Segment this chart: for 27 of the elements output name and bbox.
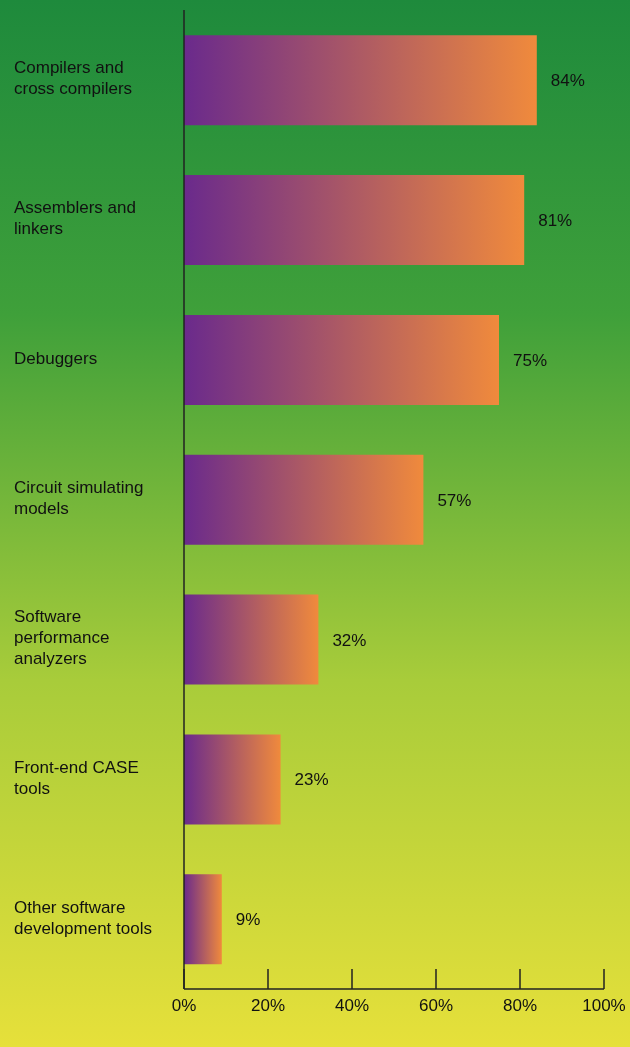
x-tick-label: 20% [250,996,286,1016]
data-label: 57% [437,490,472,510]
bar [184,314,499,405]
data-label: 75% [513,350,548,370]
x-tick-label: 0% [171,996,197,1016]
y-tick-label: Other software development tools [14,898,152,939]
bar [184,175,525,266]
y-tick-label: Front-end CASE tools [14,758,139,799]
bar [184,35,537,126]
data-label: 9% [235,910,261,930]
y-tick-label: Assemblers and linkers [14,198,136,239]
y-tick-label: Compilers and cross compilers [14,58,133,99]
data-label: 81% [538,211,573,231]
x-tick-label: 60% [418,996,454,1016]
bar [184,594,319,685]
x-tick-label: 100% [582,996,626,1016]
data-label: 23% [294,770,329,790]
bar [184,874,222,965]
y-tick-label: Circuit simulating models [14,478,144,519]
bar [184,734,281,825]
x-tick-label: 80% [502,996,538,1016]
data-label: 84% [550,71,585,91]
y-tick-label: Debuggers [14,349,98,369]
y-tick-label: Software performance analyzers [14,607,110,669]
bar [184,454,424,545]
data-label: 32% [332,630,367,650]
x-tick-label: 40% [334,996,370,1016]
